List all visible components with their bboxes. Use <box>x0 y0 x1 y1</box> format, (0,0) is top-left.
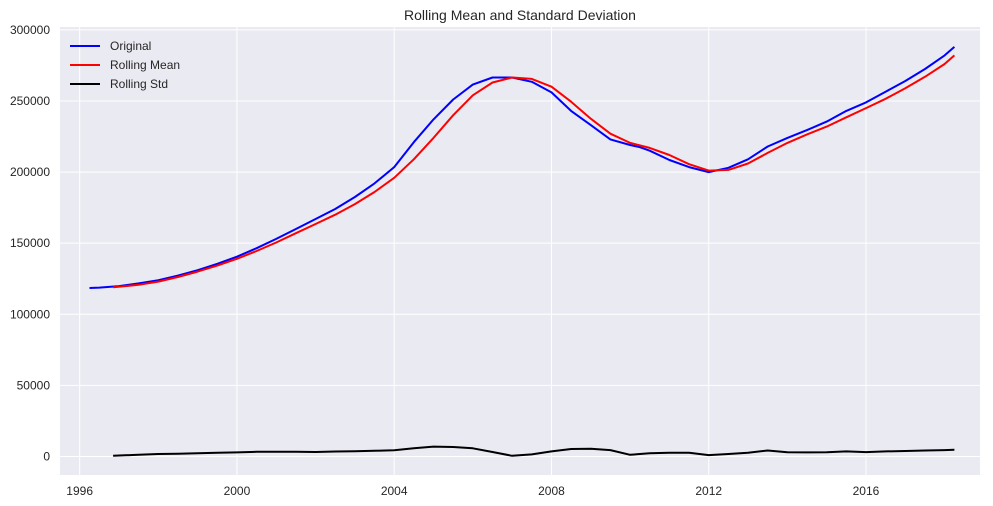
legend: Original Rolling Mean Rolling Std <box>70 39 180 91</box>
x-tick-label: 2012 <box>695 484 722 498</box>
chart-title: Rolling Mean and Standard Deviation <box>404 7 636 23</box>
y-tick-label: 0 <box>43 450 50 464</box>
y-tick-label: 300000 <box>10 23 50 37</box>
series-line-rolling-std <box>113 445 955 457</box>
legend-label: Original <box>110 39 151 53</box>
series-line-original <box>89 46 956 289</box>
legend-label: Rolling Std <box>110 77 168 91</box>
y-tick-label: 100000 <box>10 307 50 321</box>
series-line-rolling-mean <box>113 54 956 289</box>
y-tick-label: 200000 <box>10 165 50 179</box>
plot-area <box>60 27 980 475</box>
legend-label: Rolling Mean <box>110 58 180 72</box>
y-tick-label: 50000 <box>17 378 51 392</box>
x-tick-label: 2008 <box>538 484 565 498</box>
tick-labels: 0 50000 100000 150000 200000 250000 300000 1996… <box>10 23 880 498</box>
series-lines <box>89 46 956 457</box>
grid <box>60 27 980 475</box>
x-tick-label: 2000 <box>224 484 251 498</box>
x-tick-label: 2004 <box>381 484 408 498</box>
y-tick-label: 250000 <box>10 94 50 108</box>
x-tick-label: 1996 <box>66 484 93 498</box>
y-tick-label: 150000 <box>10 236 50 250</box>
x-tick-label: 2016 <box>853 484 880 498</box>
